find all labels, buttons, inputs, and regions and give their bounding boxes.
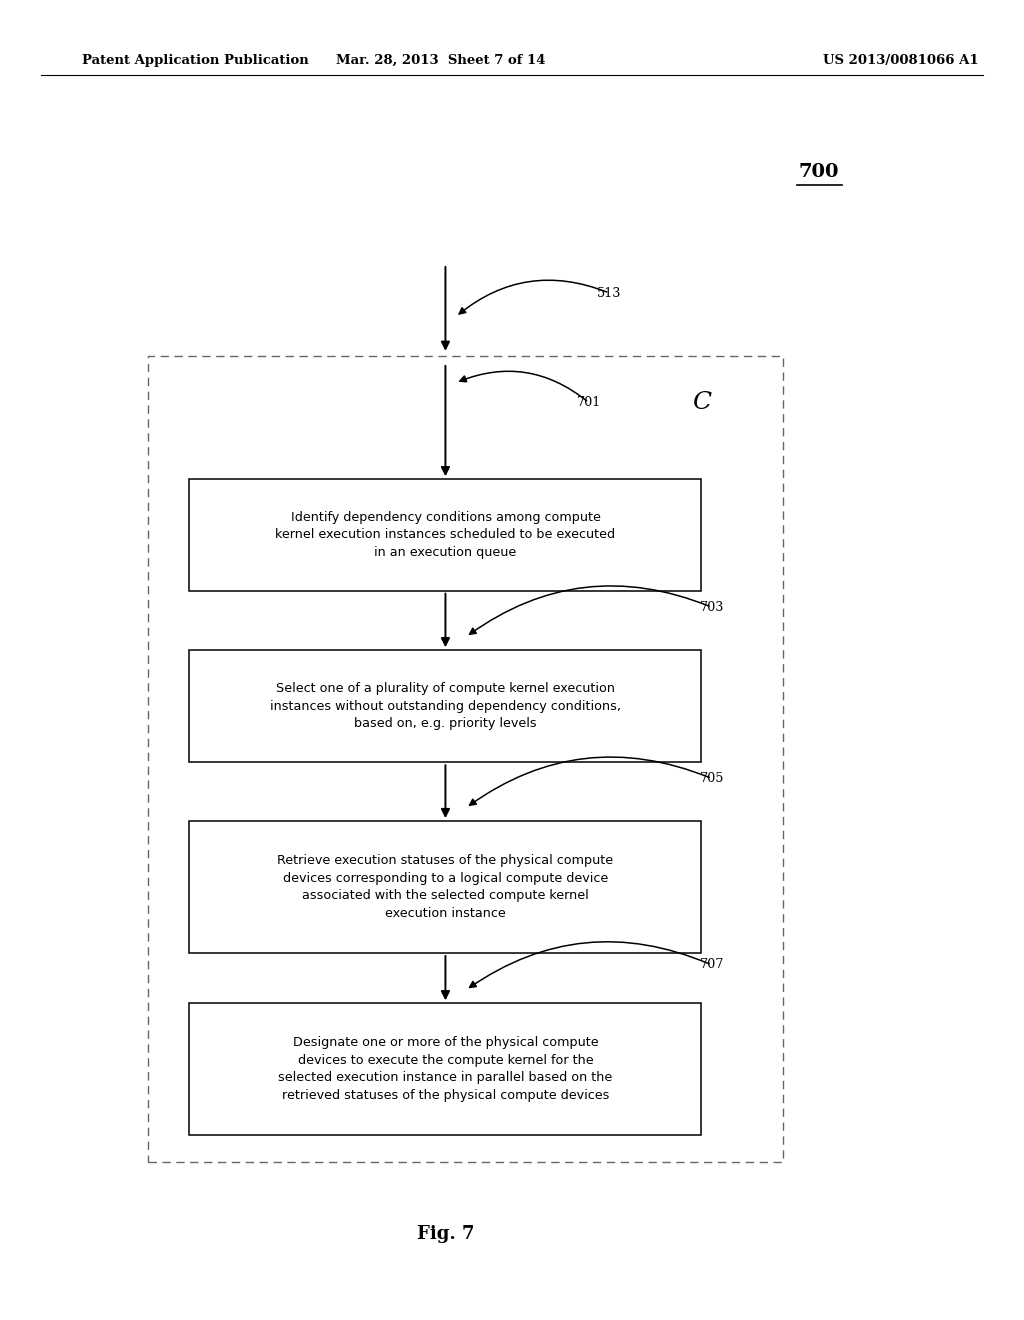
Bar (148, 356, 783, 1162)
Bar (189, 821, 701, 953)
Text: 707: 707 (699, 958, 724, 972)
Text: Fig. 7: Fig. 7 (417, 1225, 474, 1243)
Text: 701: 701 (577, 396, 601, 409)
Text: Patent Application Publication: Patent Application Publication (82, 54, 308, 67)
Bar (189, 1003, 701, 1135)
Text: Select one of a plurality of compute kernel execution
instances without outstand: Select one of a plurality of compute ker… (270, 682, 621, 730)
Bar (189, 479, 701, 591)
Text: Designate one or more of the physical compute
devices to execute the compute ker: Designate one or more of the physical co… (279, 1036, 612, 1102)
Text: 705: 705 (699, 772, 724, 785)
Text: Mar. 28, 2013  Sheet 7 of 14: Mar. 28, 2013 Sheet 7 of 14 (336, 54, 545, 67)
Text: US 2013/0081066 A1: US 2013/0081066 A1 (823, 54, 979, 67)
Text: 513: 513 (597, 286, 622, 300)
Text: 700: 700 (799, 162, 840, 181)
Text: Retrieve execution statuses of the physical compute
devices corresponding to a l: Retrieve execution statuses of the physi… (278, 854, 613, 920)
Text: C: C (692, 391, 711, 414)
Bar (189, 651, 701, 763)
Text: Identify dependency conditions among compute
kernel execution instances schedule: Identify dependency conditions among com… (275, 511, 615, 558)
Text: 703: 703 (699, 601, 724, 614)
